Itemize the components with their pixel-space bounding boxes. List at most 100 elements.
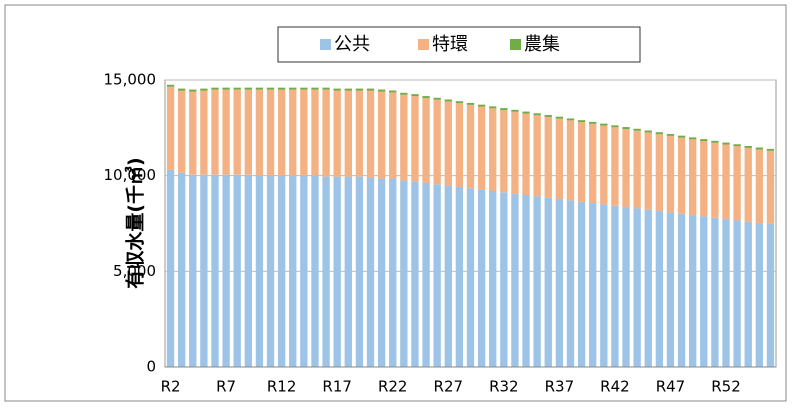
bar-segment bbox=[611, 127, 619, 206]
bar-segment bbox=[477, 104, 486, 107]
bar-segment bbox=[233, 89, 241, 175]
bar-segment bbox=[689, 139, 697, 216]
bar-segment bbox=[455, 186, 464, 367]
bar-segment bbox=[544, 115, 552, 117]
bar-segment bbox=[233, 174, 241, 367]
bar-segment bbox=[589, 203, 597, 367]
y-axis-title: 有収水量(千㎥) bbox=[124, 157, 147, 288]
bar-segment bbox=[255, 175, 264, 367]
bar-segment bbox=[266, 175, 275, 367]
bar-segment bbox=[533, 115, 541, 197]
bar-segment bbox=[277, 89, 286, 176]
bar-segment bbox=[400, 180, 408, 367]
bar-segment bbox=[366, 90, 375, 178]
bar-segment bbox=[755, 147, 764, 150]
bar-segment bbox=[677, 137, 686, 214]
bar-segment bbox=[422, 96, 430, 98]
bar-segment bbox=[700, 216, 708, 367]
bar-segment bbox=[522, 111, 530, 114]
bar-segment bbox=[733, 220, 741, 367]
bar-segment bbox=[622, 128, 630, 208]
bar-segment bbox=[511, 111, 519, 194]
x-tick-label: R42 bbox=[600, 378, 630, 396]
bar-segment bbox=[444, 99, 452, 102]
bar-segment bbox=[577, 201, 586, 367]
bar-segment bbox=[189, 89, 197, 92]
x-tick-label: R37 bbox=[545, 378, 575, 396]
bar-segment bbox=[322, 176, 330, 367]
bar-segment bbox=[289, 89, 297, 176]
legend-label: 特環 bbox=[432, 34, 468, 55]
bar-segment bbox=[644, 209, 652, 367]
bar-segment bbox=[533, 113, 541, 116]
x-tick-label: R47 bbox=[656, 378, 686, 396]
bar-segment bbox=[344, 88, 352, 91]
bar-segment bbox=[211, 89, 219, 175]
bar-segment bbox=[600, 123, 608, 126]
bar-segment bbox=[355, 90, 364, 177]
bar-segment bbox=[244, 174, 252, 367]
legend-label: 農集 bbox=[524, 34, 560, 55]
bar-segment bbox=[555, 116, 564, 119]
bar-segment bbox=[666, 212, 675, 367]
bar-segment bbox=[277, 175, 286, 367]
bar-segment bbox=[366, 177, 375, 367]
bar-segment bbox=[766, 223, 775, 367]
bar-segment bbox=[444, 185, 452, 367]
bar-segment bbox=[611, 205, 619, 367]
bar-segment bbox=[722, 219, 730, 367]
bar-segment bbox=[177, 90, 186, 173]
bar-segment bbox=[633, 128, 641, 131]
legend-label: 公共 bbox=[334, 34, 370, 55]
x-tick-label: R12 bbox=[267, 378, 297, 396]
legend-swatch bbox=[320, 39, 331, 50]
bar-segment bbox=[711, 140, 719, 143]
bar-segment bbox=[289, 175, 297, 367]
bar-segment bbox=[544, 116, 552, 198]
bar-segment bbox=[211, 174, 219, 367]
legend-swatch bbox=[510, 39, 521, 50]
bar-segment bbox=[433, 97, 441, 100]
bar-segment bbox=[333, 176, 341, 367]
bar-segment bbox=[533, 196, 541, 367]
x-tick-label: R27 bbox=[434, 378, 464, 396]
bar-segment bbox=[389, 90, 397, 93]
bar-segment bbox=[422, 97, 430, 183]
bar-segment bbox=[266, 87, 275, 90]
bar-segment bbox=[544, 197, 552, 367]
bar-segment bbox=[311, 175, 319, 367]
bar-segment bbox=[600, 125, 608, 205]
bar-segment bbox=[766, 148, 775, 151]
bar-segment bbox=[189, 174, 197, 367]
bar-segment bbox=[666, 133, 675, 136]
bar-segment bbox=[566, 120, 575, 201]
bar-segment bbox=[433, 99, 441, 185]
bar-segment bbox=[355, 176, 364, 367]
bar-segment bbox=[689, 215, 697, 367]
y-tick-label: 15,000 bbox=[104, 71, 157, 89]
bar-segment bbox=[577, 120, 586, 123]
bar-segment bbox=[344, 90, 352, 177]
bar-segment bbox=[500, 108, 508, 111]
bar-segment bbox=[744, 146, 752, 148]
legend-box bbox=[277, 26, 641, 63]
y-tick-label: 0 bbox=[146, 358, 156, 376]
bar-segment bbox=[400, 94, 408, 181]
y-tick-label: 5,000 bbox=[113, 262, 156, 280]
bar-segment bbox=[433, 184, 441, 367]
bar-segment bbox=[189, 91, 197, 175]
bar-segment bbox=[655, 211, 664, 367]
bar-segment bbox=[389, 178, 397, 367]
bar-segment bbox=[244, 89, 252, 175]
bar-segment bbox=[733, 144, 741, 147]
bar-segment bbox=[511, 109, 519, 112]
bar-segment bbox=[577, 122, 586, 202]
bar-segment bbox=[744, 147, 752, 222]
bar-segment bbox=[733, 146, 741, 221]
bar-segment bbox=[477, 106, 486, 190]
bar-segment bbox=[666, 135, 675, 213]
x-tick-label: R7 bbox=[216, 378, 236, 396]
x-tick-label: R22 bbox=[378, 378, 408, 396]
bar-segment bbox=[589, 123, 597, 204]
